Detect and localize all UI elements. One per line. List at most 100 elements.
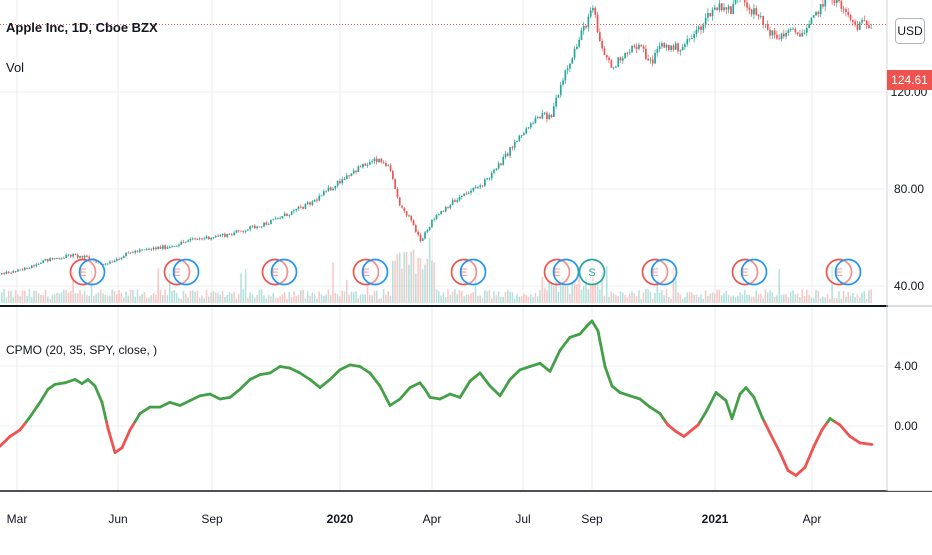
- price-candle: [778, 34, 780, 40]
- price-candle: [52, 258, 54, 261]
- candle-body: [369, 162, 371, 164]
- price-candle: [728, 4, 730, 13]
- price-candle: [240, 231, 242, 232]
- volume-bar: [512, 292, 514, 303]
- candle-body: [249, 226, 251, 229]
- candle-body: [778, 38, 780, 39]
- price-candle: [128, 251, 130, 253]
- symbol-title[interactable]: Apple Inc, 1D, Cboe BZX: [6, 20, 158, 35]
- candle-body: [824, 0, 826, 7]
- candle-body: [680, 50, 682, 51]
- candle-body: [33, 265, 35, 266]
- cpmo-segment: [95, 386, 102, 402]
- dividend-marker[interactable]: [742, 260, 767, 285]
- volume-bar: [737, 296, 739, 303]
- price-candle: [636, 43, 638, 53]
- candle-body: [266, 223, 268, 225]
- volume-bar: [183, 291, 185, 303]
- volume-bar: [8, 291, 10, 303]
- price-candle: [585, 25, 587, 29]
- candle-body: [578, 40, 580, 47]
- volume-bar: [155, 295, 157, 303]
- cpmo-label[interactable]: CPMO (20, 35, SPY, close, ): [6, 343, 157, 357]
- volume-bar: [769, 290, 771, 303]
- candle-body: [29, 268, 31, 269]
- dividend-marker[interactable]: [363, 260, 388, 285]
- volume-bar: [305, 298, 307, 303]
- candle-body: [270, 220, 272, 224]
- candle-body: [68, 255, 70, 256]
- price-candle: [307, 201, 309, 205]
- price-candle: [868, 21, 870, 29]
- price-candle: [413, 219, 415, 225]
- dividend-marker[interactable]: [836, 260, 861, 285]
- volume-label[interactable]: Vol: [6, 60, 24, 75]
- price-candle: [606, 55, 608, 60]
- candle-body: [546, 113, 548, 119]
- price-candle: [309, 201, 311, 206]
- candle-body: [13, 271, 15, 273]
- price-candle: [151, 248, 153, 251]
- grid-lines: [0, 0, 887, 490]
- price-candle: [519, 135, 521, 143]
- candle-body: [473, 188, 475, 191]
- split-marker[interactable]: S: [580, 260, 605, 285]
- price-candle: [178, 243, 180, 247]
- candle-body: [153, 248, 155, 250]
- dividend-marker[interactable]: [174, 260, 199, 285]
- price-candle: [617, 57, 619, 67]
- volume-bar: [45, 290, 47, 303]
- candle-body: [732, 4, 734, 14]
- volume-bar: [199, 298, 201, 304]
- price-candle: [390, 164, 392, 172]
- price-candle: [293, 209, 295, 214]
- price-candle: [176, 245, 178, 247]
- price-candle: [254, 224, 256, 229]
- chart-canvas[interactable]: EEEEEESEEE 40.0080.00120.004.000.00MarJu…: [0, 0, 932, 550]
- volume-bar: [261, 289, 263, 303]
- volume-bar: [330, 295, 332, 303]
- cpmo-segment: [650, 407, 660, 414]
- candle-body: [479, 185, 481, 187]
- cpmo-segment: [122, 430, 130, 448]
- price-candle: [613, 67, 615, 70]
- event-circle: [461, 260, 486, 285]
- volume-bar: [249, 292, 251, 303]
- volume-bar: [137, 289, 139, 303]
- dividend-marker[interactable]: [461, 260, 486, 285]
- candle-body: [677, 43, 679, 51]
- volume-bar: [1, 292, 3, 303]
- dividend-marker[interactable]: [272, 260, 297, 285]
- price-candle: [72, 253, 74, 258]
- cpmo-segment: [250, 375, 260, 380]
- candle-body: [107, 264, 109, 265]
- candle-body: [850, 15, 852, 20]
- price-candle: [431, 219, 433, 228]
- candle-body: [417, 232, 419, 235]
- volume-bar: [224, 297, 226, 303]
- dividend-marker[interactable]: [80, 260, 105, 285]
- volume-bar: [631, 292, 633, 304]
- volume-bar: [394, 261, 396, 303]
- dividend-marker[interactable]: [652, 260, 677, 285]
- cpmo-axis-label: 0.00: [894, 419, 918, 433]
- price-candle: [749, 4, 751, 14]
- chart-workspace[interactable]: EEEEEESEEE 40.0080.00120.004.000.00MarJu…: [0, 0, 932, 550]
- volume-bar: [565, 286, 567, 303]
- price-candle: [1, 273, 3, 275]
- volume-bar: [445, 297, 447, 303]
- price-candle: [569, 63, 571, 72]
- cpmo-segment: [0, 436, 10, 446]
- volume-bar: [788, 297, 790, 303]
- cpmo-segment: [592, 321, 598, 331]
- volume-bar: [259, 290, 261, 303]
- dividend-marker[interactable]: [554, 260, 579, 285]
- events-markers[interactable]: EEEEEESEEE: [71, 260, 861, 285]
- price-candle: [824, 0, 826, 11]
- currency-button[interactable]: USD: [895, 18, 925, 44]
- volume-bar: [293, 291, 295, 303]
- candle-body: [376, 159, 378, 163]
- volume-bar: [751, 297, 753, 304]
- candle-body: [314, 200, 316, 202]
- volume-bar: [148, 298, 150, 303]
